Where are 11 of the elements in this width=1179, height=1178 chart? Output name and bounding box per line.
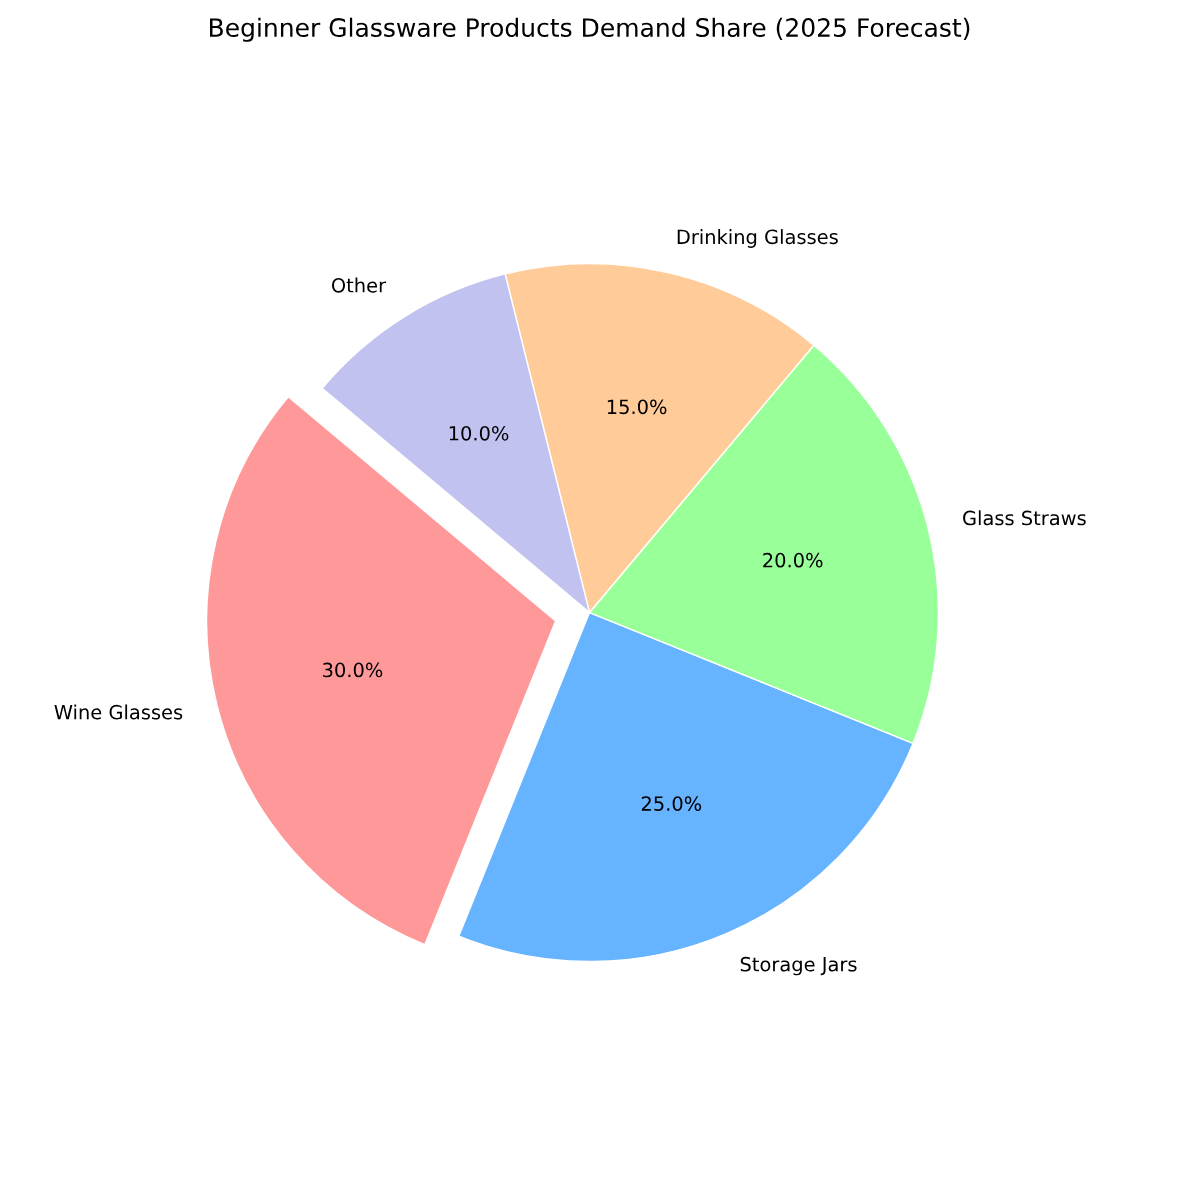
slice-label: Drinking Glasses — [677, 229, 838, 248]
slice-label: Wine Glasses — [54, 704, 183, 720]
slice-label: Glass Straws — [963, 510, 1086, 526]
slice-label: Other — [331, 277, 387, 293]
data-label: 25.0% — [641, 796, 702, 811]
data-label: 20.0% — [763, 552, 823, 568]
slice-label: Storage Jars — [740, 956, 857, 976]
data-label: 15.0% — [607, 399, 667, 415]
chart-title: Beginner Glassware Products Demand Share (2025 Forecast) — [210, 17, 970, 42]
data-label: 10.0% — [449, 425, 509, 441]
data-label: 30.0% — [323, 662, 383, 678]
